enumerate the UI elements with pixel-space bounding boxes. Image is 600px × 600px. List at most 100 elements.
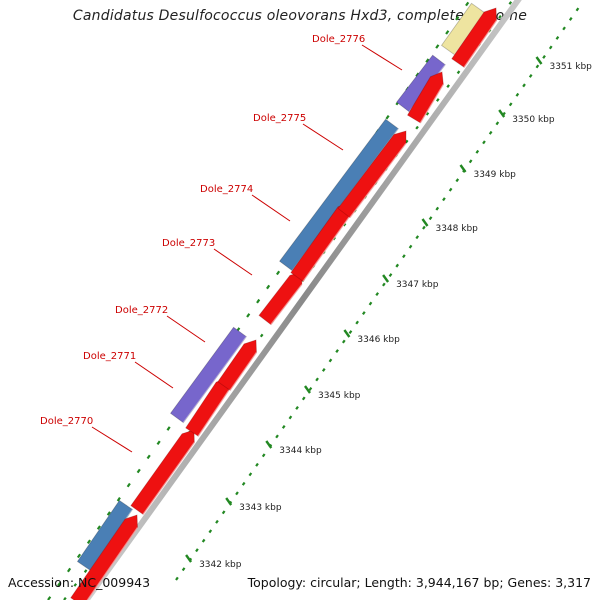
major-tick bbox=[535, 56, 543, 65]
scale-label: 3347 kbp bbox=[396, 280, 439, 290]
scale-tick bbox=[562, 26, 566, 31]
scale-label: 3350 kbp bbox=[512, 115, 555, 125]
tick-mark bbox=[455, 15, 460, 21]
scale-tick bbox=[261, 453, 266, 458]
scale-tick bbox=[475, 149, 480, 154]
callout-line bbox=[91, 426, 133, 453]
scale-tick bbox=[275, 434, 279, 439]
scale-tick bbox=[341, 339, 346, 344]
scale-tick bbox=[241, 481, 246, 486]
scale-tick bbox=[288, 415, 293, 420]
cds-arrow-highlight bbox=[142, 442, 195, 515]
scale-tick bbox=[235, 491, 239, 496]
major-tick bbox=[304, 385, 311, 394]
map-title: Candidatus Desulfococcus oleovorans Hxd3… bbox=[72, 8, 528, 24]
scale-tick bbox=[362, 311, 366, 316]
scale-tick bbox=[388, 273, 393, 278]
scale-tick bbox=[555, 36, 560, 40]
callout-line bbox=[134, 361, 174, 389]
backbone-track bbox=[82, 0, 522, 600]
scale-tick bbox=[175, 576, 179, 581]
gene-label: Dole_2770 bbox=[40, 416, 93, 427]
tick-mark-inner bbox=[446, 84, 450, 88]
scale-tick bbox=[248, 472, 253, 477]
tick-mark bbox=[126, 482, 131, 488]
scale-tick bbox=[428, 216, 433, 221]
scale-tick bbox=[488, 130, 493, 135]
gene-label: Dole_2775 bbox=[253, 113, 306, 124]
callout-lines bbox=[91, 44, 403, 453]
accession-text: Accession: NC_009943 bbox=[8, 575, 151, 590]
scale-tick bbox=[408, 244, 413, 249]
gene-label: Dole_2772 bbox=[115, 305, 168, 316]
major-tick bbox=[459, 164, 467, 173]
scale-tick bbox=[181, 567, 186, 572]
gene-label: Dole_2774 bbox=[200, 184, 253, 195]
tick-mark bbox=[156, 440, 161, 445]
scale-tick bbox=[468, 159, 473, 164]
scale-tick bbox=[435, 206, 440, 211]
scale-tick bbox=[422, 225, 426, 230]
callout-line bbox=[251, 194, 291, 222]
major-tick bbox=[382, 274, 390, 283]
scale-tick bbox=[315, 377, 319, 382]
feature-block bbox=[169, 326, 248, 424]
scale-label: 3344 kbp bbox=[279, 446, 322, 456]
scale-tick bbox=[508, 102, 513, 107]
tick-mark bbox=[246, 313, 251, 318]
gene-label: Dole_2773 bbox=[162, 238, 215, 249]
scale-tick bbox=[568, 17, 573, 21]
scale-tick bbox=[535, 64, 540, 69]
label-layer: 3351 kbp 3350 kbp 3349 kbp 3348 kbp 3347 kbp… bbox=[40, 34, 592, 570]
scale-label: 3342 kbp bbox=[199, 560, 242, 570]
cds-arrow-highlight bbox=[419, 84, 444, 124]
scale-tick bbox=[455, 178, 460, 183]
cds-arrow-highlight bbox=[463, 20, 498, 68]
scale-label: 3346 kbp bbox=[357, 335, 400, 345]
scale-tick bbox=[448, 187, 453, 192]
tick-mark bbox=[415, 72, 420, 78]
scale-tick bbox=[301, 396, 306, 401]
cds-arrow-highlight bbox=[349, 143, 407, 218]
tick-mark bbox=[425, 58, 430, 63]
tick-mark-inner bbox=[73, 583, 78, 587]
scale-tick bbox=[522, 83, 526, 88]
tick-mark bbox=[86, 539, 92, 545]
tick-mark bbox=[136, 468, 141, 474]
tick-mark bbox=[166, 426, 171, 431]
major-tick bbox=[185, 554, 193, 563]
tick-mark-inner bbox=[498, 14, 502, 19]
tick-mark bbox=[146, 454, 151, 460]
tick-mark bbox=[385, 114, 390, 120]
tick-mark-inner bbox=[415, 125, 419, 130]
tick-mark bbox=[465, 1, 470, 7]
scale-label: 3348 kbp bbox=[435, 224, 478, 234]
scale-tick bbox=[482, 140, 486, 145]
feature-block-highlight bbox=[182, 336, 248, 424]
scale-tick bbox=[201, 538, 206, 543]
scale-tick bbox=[415, 235, 420, 240]
scale-tick bbox=[281, 424, 286, 429]
callout-line bbox=[361, 44, 403, 71]
backbone-ring bbox=[82, 0, 522, 600]
cds-arrow-highlight bbox=[302, 215, 351, 282]
tick-mark-inner bbox=[83, 569, 88, 573]
scale-tick bbox=[575, 7, 580, 12]
scale-tick bbox=[495, 121, 500, 126]
tick-mark-inner bbox=[508, 1, 513, 5]
scale-tick bbox=[308, 387, 313, 391]
callout-line bbox=[213, 248, 253, 276]
scale-label: 3345 kbp bbox=[318, 391, 361, 401]
scale-tick bbox=[542, 54, 546, 59]
tick-mark bbox=[67, 567, 72, 573]
scale-tick bbox=[335, 349, 339, 353]
scale-tick bbox=[328, 358, 333, 363]
scale-tick bbox=[255, 462, 259, 467]
tick-mark-inner bbox=[259, 333, 264, 338]
tick-mark bbox=[57, 581, 62, 587]
scale-label: 3349 kbp bbox=[473, 170, 516, 180]
tick-mark bbox=[256, 298, 261, 304]
major-tick bbox=[343, 329, 351, 338]
callout-line bbox=[166, 315, 206, 343]
tick-mark bbox=[96, 525, 101, 530]
